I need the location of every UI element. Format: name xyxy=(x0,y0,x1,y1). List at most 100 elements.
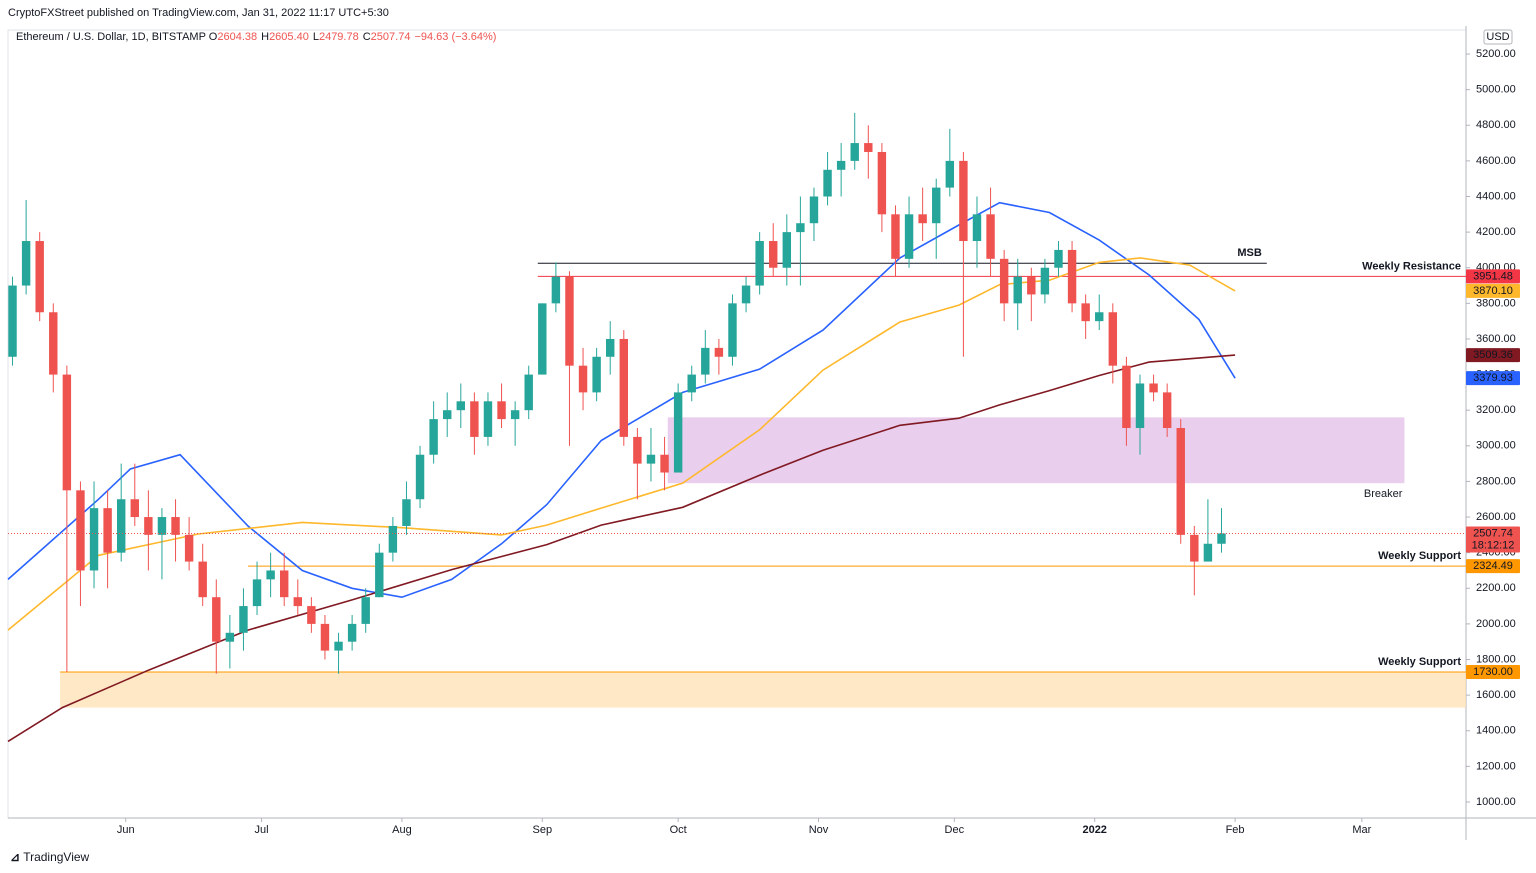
legend-value: 2605.40 xyxy=(269,31,309,43)
candle-body xyxy=(1149,383,1158,393)
y-tick-label: 3000.00 xyxy=(1476,440,1516,452)
candle-body xyxy=(184,534,194,562)
candle-body xyxy=(402,499,411,526)
x-tick-label: Jul xyxy=(255,824,269,836)
candle-body xyxy=(198,561,207,598)
price-tag xyxy=(1466,526,1520,553)
candle-body xyxy=(755,241,764,286)
header: CryptoFXStreet published on TradingView.… xyxy=(8,7,389,19)
y-tick-label: 2600.00 xyxy=(1476,511,1516,523)
level-label: Weekly Resistance xyxy=(1362,260,1461,272)
y-tick-label: 3200.00 xyxy=(1476,404,1516,416)
candle-body xyxy=(279,570,289,598)
candle-body xyxy=(252,579,262,607)
candle-body xyxy=(945,160,955,188)
x-tick-label: Sep xyxy=(533,824,553,836)
candle-body xyxy=(592,356,601,393)
price-tag-label: 3870.10 xyxy=(1473,285,1513,297)
candle-body xyxy=(225,632,235,642)
price-tag xyxy=(1466,371,1520,386)
currency: USD xyxy=(1486,31,1509,43)
price-tag xyxy=(1466,283,1520,298)
candle-body xyxy=(701,347,710,375)
candle-body xyxy=(606,338,615,357)
x-tick-label: Nov xyxy=(809,824,829,836)
moving-average xyxy=(7,201,1236,599)
candle-body xyxy=(130,499,139,518)
candle-body xyxy=(116,499,126,553)
x-tick-label: Dec xyxy=(945,824,965,836)
x-tick-label: Aug xyxy=(392,824,412,836)
footer-text: TradingView xyxy=(23,850,90,864)
candle-body xyxy=(456,401,466,411)
footer-logo: ⊿ xyxy=(10,850,21,864)
candle-body xyxy=(320,623,330,651)
candle-body xyxy=(551,276,561,304)
candle-body xyxy=(633,436,642,464)
y-tick-label: 4400.00 xyxy=(1476,190,1516,202)
candle-body xyxy=(103,508,112,553)
candle-body xyxy=(728,303,737,357)
price-tag xyxy=(1466,348,1520,363)
candle-body xyxy=(171,517,180,535)
y-tick-label: 2000.00 xyxy=(1476,618,1516,630)
candle-body xyxy=(293,597,302,607)
candle-body xyxy=(660,454,669,473)
level-label: Weekly Support xyxy=(1378,550,1461,562)
legend-value: 2507.74 xyxy=(370,31,411,43)
candle-body xyxy=(619,338,629,437)
legend-value: 2604.38 xyxy=(217,31,258,43)
y-tick-label: 4200.00 xyxy=(1476,226,1516,238)
candle-body xyxy=(823,169,832,197)
candle-body xyxy=(932,187,941,224)
y-tick-label: 1200.00 xyxy=(1476,760,1516,772)
legend-key: H xyxy=(261,31,270,43)
candle-body xyxy=(62,374,72,491)
candle-body xyxy=(347,623,357,642)
x-tick-label: Jun xyxy=(117,824,135,836)
candle-body xyxy=(904,214,914,259)
legend: Ethereum / U.S. Dollar, 1D, BITSTAMP O26… xyxy=(16,31,500,43)
candle-body xyxy=(836,160,846,170)
candle-body xyxy=(769,241,778,268)
candle-body xyxy=(1013,276,1022,304)
candle-body xyxy=(986,214,995,259)
y-tick-label: 3600.00 xyxy=(1476,333,1516,345)
legend-fields: O2604.38 H2605.40 L2479.78 C2507.74 xyxy=(209,31,415,43)
candle-body xyxy=(415,454,425,500)
candle-body xyxy=(443,410,452,420)
candle-body xyxy=(972,214,982,242)
candle-body xyxy=(144,517,153,535)
price-tag xyxy=(1466,664,1520,679)
candle-body xyxy=(1135,383,1145,429)
candle-body xyxy=(714,347,724,357)
y-tick-label: 3800.00 xyxy=(1476,297,1516,309)
candle-body xyxy=(35,241,44,313)
candle-body xyxy=(1040,267,1050,295)
y-tick-label: 1400.00 xyxy=(1476,725,1516,737)
candle-body xyxy=(877,151,887,215)
candle-body xyxy=(538,303,547,375)
candle-body xyxy=(578,365,588,393)
candle-body xyxy=(999,258,1009,304)
candle-body xyxy=(524,374,533,411)
candle-body xyxy=(239,606,248,633)
level-label: Weekly Support xyxy=(1378,656,1461,668)
candle-body xyxy=(646,454,656,464)
level-label: MSB xyxy=(1237,247,1262,259)
candle-body xyxy=(796,223,805,233)
zone xyxy=(60,671,1467,708)
candle-body xyxy=(89,508,99,571)
symbol: Ethereum / U.S. Dollar, 1D, BITSTAMP xyxy=(16,31,206,43)
price-tag xyxy=(1466,559,1520,574)
candle-body xyxy=(741,285,751,304)
candle-body xyxy=(21,241,31,286)
footer: ⊿ TradingView xyxy=(10,850,89,864)
legend-value: 2479.78 xyxy=(318,31,359,43)
y-tick-label: 1800.00 xyxy=(1476,653,1516,665)
price-tag-label: 3379.93 xyxy=(1473,372,1513,384)
price-tag-label: 2324.49 xyxy=(1473,560,1513,572)
price-tag-label: 3951.48 xyxy=(1473,270,1513,282)
